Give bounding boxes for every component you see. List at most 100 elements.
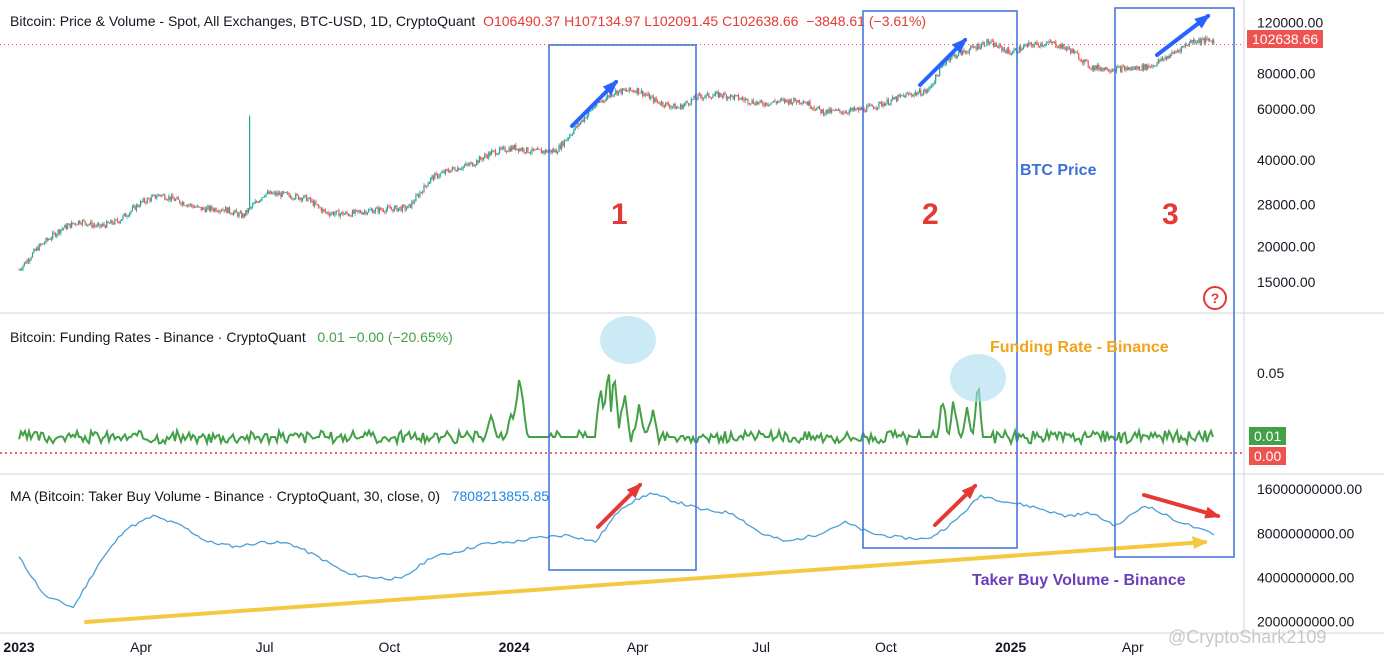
price-candle — [462, 166, 464, 169]
time-tick-label: 2025 — [995, 639, 1026, 655]
price-candle — [330, 213, 332, 216]
price-candle — [561, 141, 563, 149]
price-candle — [582, 119, 584, 122]
price-candle — [878, 101, 880, 108]
price-candle — [237, 212, 239, 217]
price-candle — [941, 64, 943, 68]
price-candle — [366, 212, 368, 215]
price-candle — [812, 107, 814, 109]
price-candle — [933, 82, 935, 84]
price-candle — [1059, 44, 1061, 48]
price-candle — [476, 160, 478, 165]
price-candle — [571, 133, 574, 135]
price-candle — [588, 111, 590, 115]
price-candle — [79, 220, 81, 224]
price-candle — [1134, 66, 1137, 70]
price-candle — [1165, 57, 1168, 60]
price-candle — [1155, 65, 1157, 67]
price-candle — [975, 47, 977, 50]
price-candle — [255, 201, 258, 203]
taker-tick-label: 2000000000.00 — [1257, 614, 1355, 630]
price-candle — [326, 212, 328, 214]
price-candle — [179, 199, 181, 203]
price-candle — [149, 198, 151, 202]
price-candle — [616, 90, 618, 95]
price-candle — [968, 49, 970, 54]
price-candle — [983, 42, 985, 46]
price-candle — [863, 107, 865, 112]
price-candle — [1094, 65, 1096, 71]
price-candle — [481, 159, 483, 161]
price-candle — [98, 223, 100, 225]
price-candle — [593, 107, 595, 109]
price-candle — [183, 202, 185, 206]
price-candle — [520, 148, 522, 151]
price-candle — [733, 95, 736, 100]
price-candle — [1148, 65, 1150, 68]
taker-tick-label: 8000000000.00 — [1257, 525, 1355, 541]
price-candle — [235, 210, 237, 213]
price-candle — [550, 150, 552, 153]
price-candle — [422, 191, 424, 193]
price-candle — [58, 229, 61, 234]
price-candle — [125, 213, 127, 217]
price-candle — [386, 206, 389, 210]
price-candle — [1097, 64, 1099, 69]
question-mark-icon[interactable]: ? — [1203, 286, 1227, 310]
price-candle — [150, 196, 152, 202]
price-candle — [301, 198, 304, 201]
price-candle — [130, 210, 132, 213]
price-candle — [652, 96, 655, 103]
price-candle — [677, 107, 679, 108]
price-candle — [119, 220, 121, 223]
ohlc-close: C102638.66 — [722, 13, 799, 29]
price-candle — [646, 94, 648, 96]
price-candle — [363, 211, 366, 213]
price-candle — [169, 196, 171, 201]
price-candle — [903, 95, 906, 98]
price-candle — [829, 108, 831, 113]
price-candle — [1172, 52, 1174, 53]
price-candle — [1010, 53, 1012, 55]
price-candle — [810, 107, 813, 109]
price-candle — [193, 206, 196, 208]
price-candle — [204, 208, 206, 212]
price-candle — [860, 107, 862, 110]
price-candle — [176, 197, 178, 200]
price-candle — [368, 209, 370, 213]
price-candle — [978, 44, 980, 49]
price-candle — [600, 101, 602, 103]
price-candle — [328, 214, 331, 216]
price-candle — [800, 102, 802, 104]
price-candle — [686, 101, 688, 103]
price-candle — [376, 207, 378, 209]
price-candle — [147, 198, 150, 200]
price-candle — [416, 194, 418, 196]
price-candle — [420, 191, 422, 193]
price-candle — [895, 97, 898, 101]
price-candle — [100, 225, 102, 227]
price-candle — [621, 88, 624, 94]
price-candle — [1153, 65, 1155, 67]
price-candle — [358, 211, 360, 212]
price-candle — [1129, 67, 1131, 70]
price-candle — [679, 104, 682, 108]
price-candle — [377, 207, 379, 213]
price-candle — [455, 170, 457, 172]
price-candle — [1076, 52, 1078, 54]
funding-legend-values: 0.01 −0.00 (−20.65%) — [317, 329, 453, 345]
highlight-box-3 — [1114, 7, 1235, 558]
price-candle — [127, 215, 129, 217]
price-candle — [833, 110, 835, 111]
price-candle — [419, 192, 421, 197]
price-candle — [439, 173, 441, 177]
price-candle — [26, 259, 28, 264]
price-candle — [195, 206, 197, 208]
price-candle — [987, 39, 989, 44]
price-candle — [471, 162, 474, 167]
trend-arrow-up-head — [602, 79, 619, 96]
price-candle — [755, 101, 757, 106]
price-candle — [390, 208, 393, 210]
price-candle — [540, 149, 543, 154]
price-candle — [1029, 42, 1031, 44]
